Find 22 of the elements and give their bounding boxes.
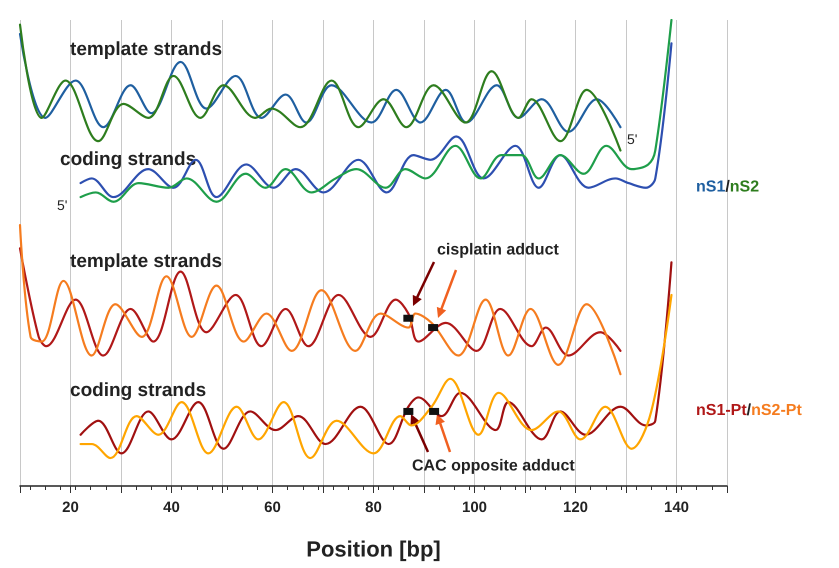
- annotation: CAC opposite adduct: [412, 458, 576, 474]
- annotation: template strands: [70, 251, 222, 272]
- x-tick-label: 120: [562, 499, 588, 516]
- annotation: coding strands: [70, 380, 206, 401]
- x-tick-label: 140: [664, 499, 690, 516]
- text: nS1: [696, 178, 726, 196]
- annotation: /: [725, 178, 730, 196]
- text: nS2-Pt: [751, 402, 802, 420]
- x-axis-title: Position [bp]: [306, 536, 441, 562]
- annotation: template strands: [70, 39, 222, 60]
- annotation: 5': [627, 131, 638, 147]
- text: nS2: [730, 178, 760, 196]
- text: nS1-Pt: [696, 402, 748, 420]
- annotation: cisplatin adduct: [437, 242, 560, 258]
- x-tick-label: 20: [62, 499, 79, 516]
- x-tick-label: 40: [163, 499, 180, 516]
- text: /: [746, 402, 752, 420]
- x-tick-label: 80: [365, 499, 382, 516]
- x-tick-label: 100: [462, 499, 488, 516]
- annotation: coding strands: [60, 149, 196, 170]
- x-tick-label: 60: [264, 499, 281, 516]
- annotation: 5': [57, 197, 68, 213]
